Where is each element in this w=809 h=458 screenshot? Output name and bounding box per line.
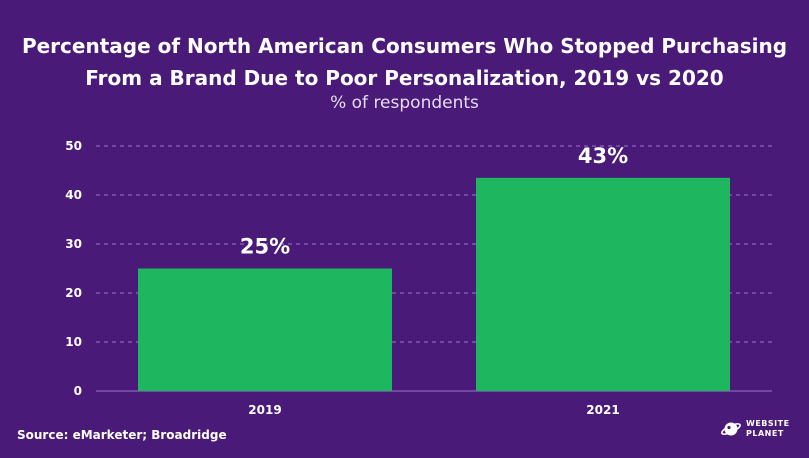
- y-tick-label-30: 30: [65, 237, 82, 251]
- chart-subtitle: % of respondents: [330, 93, 479, 113]
- source-note: Source: eMarketer; Broadridge: [17, 428, 227, 442]
- logo-line-2: PLANET: [746, 429, 784, 438]
- x-tick-label-2021: 2021: [586, 403, 619, 417]
- y-tick-label-0: 0: [74, 384, 82, 398]
- y-tick-label-10: 10: [65, 335, 82, 349]
- bar-2019: [138, 268, 392, 391]
- y-tick-label-40: 40: [65, 188, 82, 202]
- chart-title-line-1: Percentage of North American Consumers W…: [21, 34, 788, 58]
- data-label-2021: 43%: [578, 144, 628, 168]
- chart-title-line-2: From a Brand Due to Poor Personalization…: [85, 66, 724, 90]
- bar-2021: [476, 177, 730, 391]
- x-tick-label-2019: 2019: [248, 403, 281, 417]
- y-tick-label-20: 20: [65, 286, 82, 300]
- chart-title: Percentage of North American Consumers W…: [0, 30, 809, 94]
- logo-line-1: WEBSITE: [746, 419, 790, 428]
- y-tick-label-50: 50: [65, 139, 82, 153]
- website-planet-logo: WEBSITE PLANET: [720, 418, 790, 440]
- data-label-2019: 25%: [240, 235, 290, 259]
- planet-icon: [721, 422, 741, 436]
